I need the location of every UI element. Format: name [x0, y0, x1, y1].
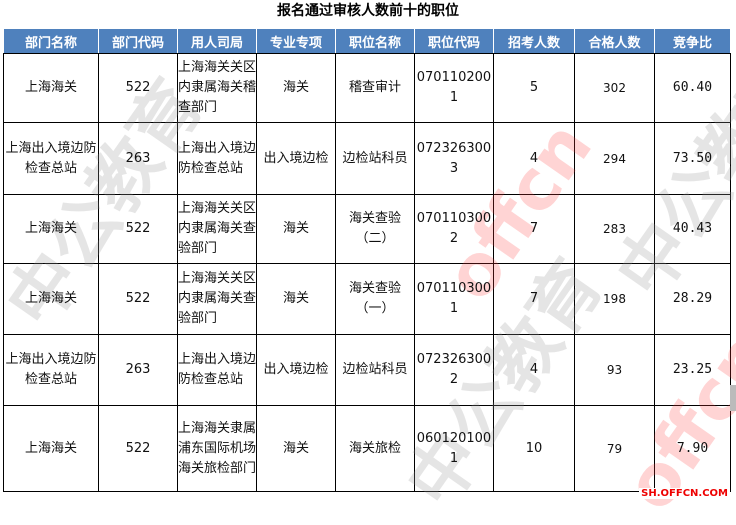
table-row: 上海出入境边防检查总站 263 上海出入境边防检查总站 出入境边检 边检站科员 07232…: [3, 334, 731, 406]
table-cell: 海关查验（一）: [335, 263, 415, 335]
table-row: 上海海关 522 上海海关关区内隶属海关查验部门 海关 海关查验（二） 070110300…: [3, 194, 731, 264]
scrollbar-thumb[interactable]: [730, 385, 736, 411]
column-header: 部门名称: [3, 28, 99, 54]
table-cell: 边检站科员: [335, 122, 415, 195]
table-cell: 海关旅检: [335, 405, 415, 492]
table-cell: 7.90: [654, 405, 731, 492]
table-cell: 263: [98, 122, 178, 195]
table-row: 上海出入境边防检查总站 263 上海出入境边防检查总站 出入境边检 边检站科员 07232…: [3, 122, 731, 195]
column-header: 专业专项: [256, 28, 336, 54]
table-cell: 海关: [256, 263, 336, 335]
table-cell: 0601201001: [414, 405, 494, 492]
table-cell: 出入境边检: [256, 122, 336, 195]
table-cell: 0701102001: [414, 53, 494, 123]
column-header: 合格人数: [574, 28, 655, 54]
table-cell: 上海海关关区内隶属海关稽查部门: [177, 53, 257, 123]
table-cell: 上海出入境边防检查总站: [177, 334, 257, 406]
column-header: 职位名称: [335, 28, 415, 54]
table-cell: 40.43: [654, 194, 731, 264]
table-cell: 上海海关: [3, 263, 99, 335]
site-logo: SH.OFFCN.COM: [639, 488, 730, 499]
table-cell: 522: [98, 194, 178, 264]
table-cell: 283: [574, 194, 655, 264]
table-cell: 0701103002: [414, 194, 494, 264]
table-row: 上海海关 522 上海海关关区内隶属海关稽查部门 海关 稽查审计 0701102001 5 3…: [3, 53, 731, 123]
table-cell: 0701103001: [414, 263, 494, 335]
table-cell: 4: [493, 122, 575, 195]
table-cell: 522: [98, 263, 178, 335]
table-cell: 上海海关隶属浦东国际机场海关旅检部门: [177, 405, 257, 492]
table-row: 上海海关 522 上海海关关区内隶属海关查验部门 海关 海关查验（一） 070110300…: [3, 263, 731, 335]
column-header: 招考人数: [493, 28, 575, 54]
table-cell: 93: [574, 334, 655, 406]
table-row: 上海海关 522 上海海关隶属浦东国际机场海关旅检部门 海关 海关旅检 060120100…: [3, 405, 731, 492]
table-cell: 上海出入境边防检查总站: [3, 334, 99, 406]
table-title: 报名通过审核人数前十的职位: [277, 3, 459, 19]
table-cell: 海关: [256, 405, 336, 492]
table-cell: 198: [574, 263, 655, 335]
table-cell: 出入境边检: [256, 334, 336, 406]
table-cell: 海关: [256, 53, 336, 123]
table-cell: 0723263003: [414, 122, 494, 195]
table-cell: 海关查验（二）: [335, 194, 415, 264]
table-cell: 上海海关: [3, 405, 99, 492]
table-cell: 上海出入境边防检查总站: [177, 122, 257, 195]
table-cell: 上海海关关区内隶属海关查验部门: [177, 263, 257, 335]
column-header: 竞争比: [654, 28, 731, 54]
table-cell: 5: [493, 53, 575, 123]
table-cell: 7: [493, 194, 575, 264]
table-cell: 28.29: [654, 263, 731, 335]
table-cell: 23.25: [654, 334, 731, 406]
table-cell: 263: [98, 334, 178, 406]
table-cell: 边检站科员: [335, 334, 415, 406]
table-cell: 海关: [256, 194, 336, 264]
table-cell: 上海海关: [3, 53, 99, 123]
table-cell: 522: [98, 53, 178, 123]
table-cell: 302: [574, 53, 655, 123]
table-cell: 0723263002: [414, 334, 494, 406]
table-cell: 7: [493, 263, 575, 335]
table-cell: 73.50: [654, 122, 731, 195]
table-cell: 上海海关关区内隶属海关查验部门: [177, 194, 257, 264]
table-cell: 上海海关: [3, 194, 99, 264]
positions-table: 部门名称 部门代码 用人司局 专业专项 职位名称 职位代码 招考人数 合格人数 竞争比 上海海关…: [3, 28, 731, 492]
table-cell: 294: [574, 122, 655, 195]
column-header: 职位代码: [414, 28, 494, 54]
column-header: 部门代码: [98, 28, 178, 54]
table-cell: 60.40: [654, 53, 731, 123]
table-cell: 稽查审计: [335, 53, 415, 123]
table-cell: 79: [574, 405, 655, 492]
table-cell: 522: [98, 405, 178, 492]
table-cell: 10: [493, 405, 575, 492]
header-row: 部门名称 部门代码 用人司局 专业专项 职位名称 职位代码 招考人数 合格人数 竞争比: [3, 28, 731, 54]
column-header: 用人司局: [177, 28, 257, 54]
table-cell: 4: [493, 334, 575, 406]
table-cell: 上海出入境边防检查总站: [3, 122, 99, 195]
